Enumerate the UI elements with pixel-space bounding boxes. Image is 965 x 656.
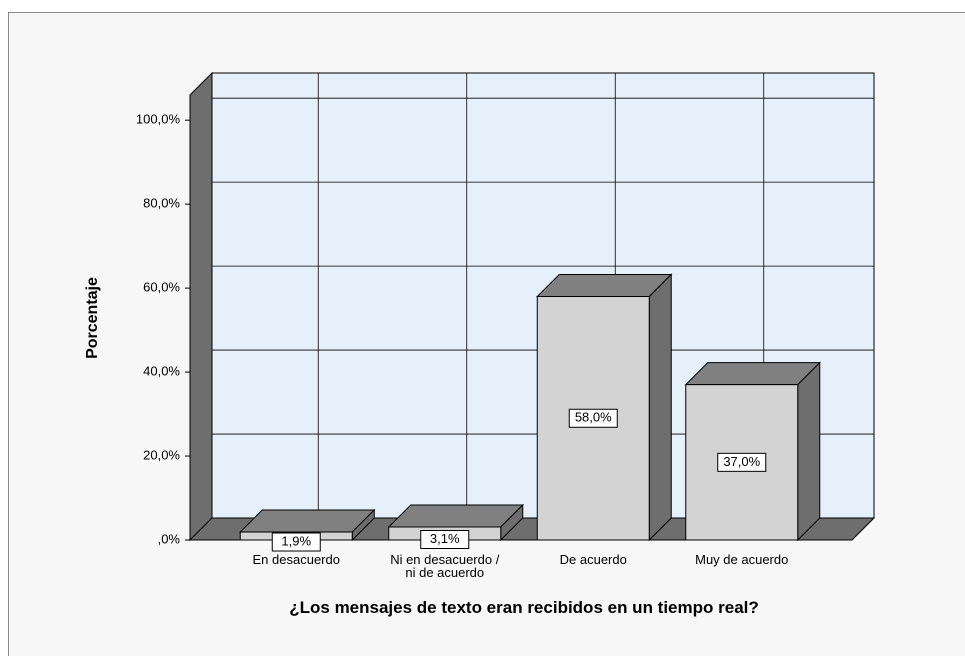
y-tick-label: 80,0% bbox=[143, 196, 180, 211]
y-tick-label: 20,0% bbox=[143, 447, 180, 462]
x-tick-label: En desacuerdo bbox=[252, 552, 340, 567]
value-label-box bbox=[420, 529, 470, 549]
left-wall bbox=[189, 71, 213, 542]
bar-top bbox=[684, 362, 821, 386]
x-tick-label: De acuerdo bbox=[559, 552, 627, 567]
bar-top bbox=[536, 274, 673, 298]
bar-top bbox=[387, 504, 524, 528]
value-label-box bbox=[568, 408, 618, 428]
value-label: 58,0% bbox=[575, 410, 612, 425]
x-axis-title: ¿Los mensajes de texto eran recibidos en… bbox=[289, 598, 759, 617]
y-axis-title: Porcentaje bbox=[84, 277, 101, 359]
bar-side bbox=[797, 361, 821, 542]
y-tick-label: ,0% bbox=[158, 531, 181, 546]
x-tick-label: Muy de acuerdo bbox=[695, 552, 789, 567]
value-label-box bbox=[717, 452, 767, 472]
bar-side bbox=[648, 273, 672, 542]
bar-top bbox=[239, 509, 376, 533]
x-tick-label: Ni en desacuerdo / ni de acuerdo bbox=[390, 552, 500, 580]
y-tick-label: 40,0% bbox=[143, 364, 180, 379]
value-label-box bbox=[271, 532, 321, 552]
bar bbox=[685, 384, 799, 541]
y-tick-label: 100,0% bbox=[136, 112, 181, 127]
y-tick-label: 60,0% bbox=[143, 280, 180, 295]
value-label: 37,0% bbox=[723, 454, 760, 469]
value-label: 1,9% bbox=[281, 533, 311, 548]
value-label: 3,1% bbox=[430, 531, 460, 546]
